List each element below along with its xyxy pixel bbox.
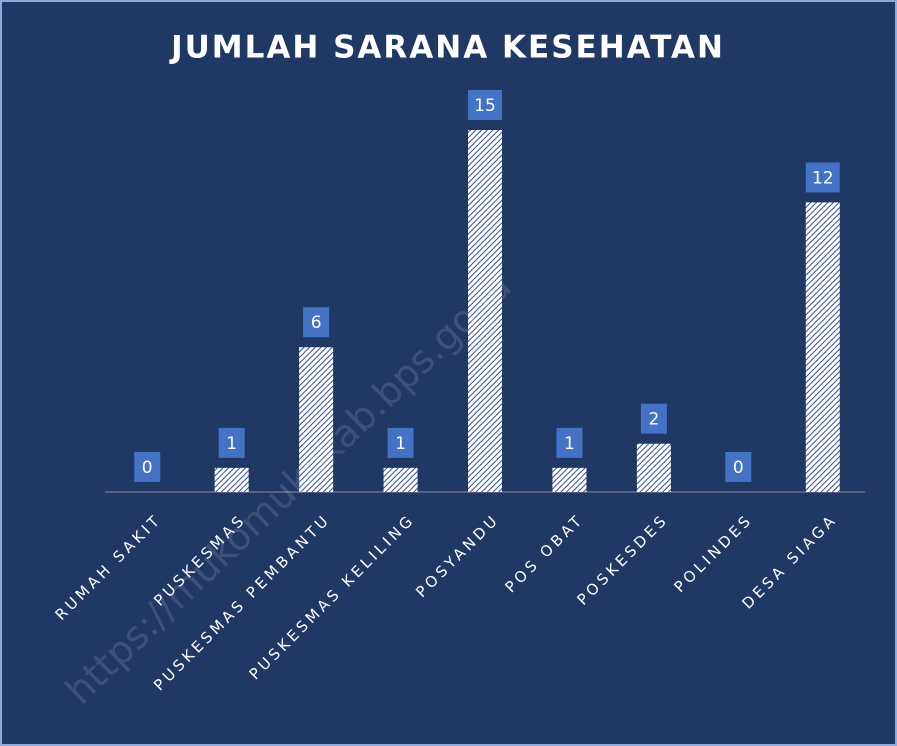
data-label-box	[303, 307, 330, 338]
data-label-box	[805, 162, 840, 193]
data-label: 0	[142, 458, 153, 478]
bar	[214, 467, 249, 492]
data-label-box	[725, 452, 752, 482]
bar	[636, 443, 671, 492]
data-label: 1	[395, 434, 406, 454]
data-label-box	[640, 403, 667, 434]
data-label: 1	[226, 434, 237, 454]
data-label: 15	[474, 96, 496, 116]
bar	[468, 130, 502, 492]
data-label-box	[218, 427, 245, 458]
data-label: 6	[311, 313, 322, 333]
data-label: 12	[812, 168, 834, 188]
bar	[299, 347, 334, 492]
data-label: 1	[564, 434, 575, 454]
data-label-box	[556, 427, 583, 458]
data-label-box	[387, 427, 414, 458]
data-label-box	[134, 452, 161, 482]
data-label: 2	[648, 410, 659, 430]
chart-title: JUMLAH SARANA KESEHATAN	[169, 30, 725, 66]
bar	[552, 467, 587, 492]
bar	[805, 202, 840, 492]
data-label: 0	[733, 458, 744, 478]
data-label-box	[468, 90, 502, 120]
bar	[383, 467, 418, 492]
